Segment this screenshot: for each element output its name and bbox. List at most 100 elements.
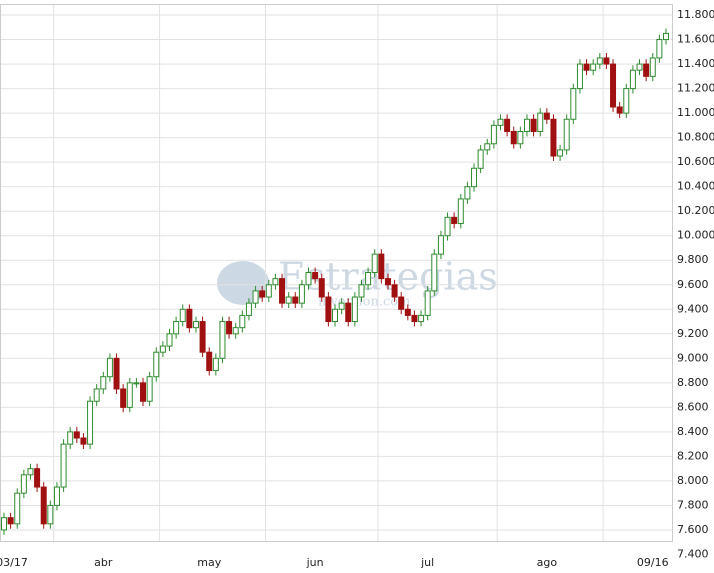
candle-body <box>100 376 107 390</box>
y-tick-label: 10.400 <box>677 180 714 193</box>
candle-body <box>120 388 127 408</box>
candle-body <box>159 345 166 353</box>
candle-body <box>239 314 246 329</box>
x-tick-label: 09/16 <box>637 556 669 569</box>
candle-body <box>471 167 478 188</box>
candle-body <box>252 290 259 304</box>
candle-body <box>623 88 630 114</box>
candle-body <box>126 382 133 408</box>
candle-body <box>73 431 80 439</box>
y-tick-label: 7.600 <box>677 523 709 536</box>
candle-body <box>186 308 193 329</box>
candle-body <box>411 314 418 323</box>
candle-body <box>510 131 517 145</box>
candle-body <box>649 57 656 77</box>
candle-body <box>391 284 398 298</box>
y-tick-label: 9.800 <box>677 253 709 266</box>
candle-body <box>332 308 338 323</box>
y-tick-label: 11.600 <box>677 33 714 46</box>
candle-body <box>663 32 669 41</box>
candle-body <box>537 112 544 133</box>
candle-body <box>557 149 564 157</box>
candle-body <box>312 272 319 280</box>
candle-body <box>550 118 557 157</box>
plot-area <box>0 4 673 542</box>
candle-body <box>226 321 233 335</box>
candle-body <box>206 351 213 372</box>
candle-body <box>325 296 332 323</box>
candle-body <box>245 302 252 316</box>
candle-body <box>371 253 378 273</box>
candle-body <box>67 431 74 445</box>
y-tick-label: 10.600 <box>677 155 714 168</box>
candle-body <box>40 486 47 525</box>
candle-body <box>431 253 438 292</box>
candle-body <box>464 186 471 200</box>
candle-body <box>219 321 226 359</box>
candle-body <box>173 321 180 335</box>
y-tick-label: 8.800 <box>677 376 709 389</box>
candle-body <box>444 216 451 237</box>
candle-body <box>497 118 504 126</box>
candle-body <box>27 468 34 476</box>
candle-body <box>543 112 550 120</box>
candle-body <box>596 57 603 65</box>
candle-body <box>305 272 312 286</box>
candle-body <box>298 284 305 304</box>
candle-body <box>179 308 186 323</box>
candle-body <box>576 63 583 90</box>
y-tick-label: 7.800 <box>677 498 709 511</box>
candle-body <box>451 216 458 224</box>
candle-body <box>358 284 365 298</box>
candle-body <box>1 517 7 531</box>
candle-body <box>272 278 279 286</box>
candle-body <box>212 357 219 372</box>
y-tick-label: 9.000 <box>677 351 709 364</box>
candle-body <box>517 131 524 145</box>
y-tick-label: 8.200 <box>677 449 709 462</box>
y-tick-label: 9.200 <box>677 327 709 340</box>
candle-body <box>345 302 352 323</box>
candle-body <box>398 296 405 310</box>
x-tick-label: 03/17 <box>0 556 28 569</box>
candle-body <box>140 382 147 402</box>
candle-body <box>378 253 385 280</box>
candle-body <box>113 357 120 390</box>
candle-body <box>318 278 325 298</box>
candle-body <box>14 492 21 525</box>
candle-body <box>636 63 643 71</box>
candle-body <box>7 517 14 525</box>
candle-body <box>93 388 100 402</box>
candle-body <box>60 443 67 488</box>
candle-body <box>477 149 484 169</box>
candle-body <box>616 106 623 114</box>
y-tick-label: 10.200 <box>677 204 714 217</box>
candle-body <box>583 63 590 71</box>
candle-body <box>192 321 199 329</box>
candle-body <box>199 321 206 353</box>
candle-body <box>80 437 87 445</box>
candle-body <box>457 198 464 224</box>
y-tick-label: 10.800 <box>677 131 714 144</box>
candle-body <box>570 88 577 120</box>
candle-body <box>146 376 153 402</box>
candle-body <box>404 308 411 316</box>
candle-body <box>643 63 650 77</box>
candle-body <box>656 39 663 59</box>
candle-body <box>292 296 299 304</box>
candle-body <box>530 118 537 133</box>
candle-body <box>232 327 239 335</box>
candle-body <box>437 235 444 255</box>
y-tick-label: 11.000 <box>677 106 714 119</box>
candle-body <box>34 468 41 488</box>
candle-body <box>351 296 358 323</box>
candle-body <box>563 118 570 151</box>
candle-body <box>259 290 266 298</box>
candle-body <box>87 400 94 445</box>
candle-body <box>590 63 597 71</box>
candle-body <box>484 143 491 151</box>
y-tick-label: 8.000 <box>677 474 709 487</box>
candle-body <box>53 486 60 506</box>
y-tick-label: 11.400 <box>677 57 714 70</box>
